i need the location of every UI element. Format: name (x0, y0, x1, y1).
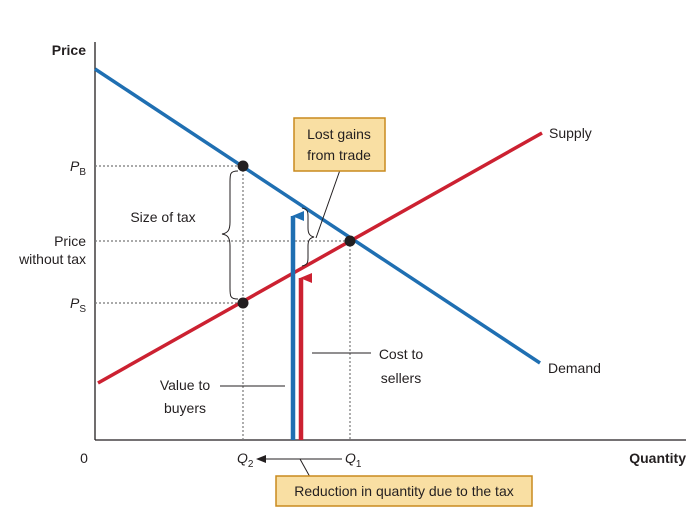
demand-curve (94, 67, 541, 365)
value-to-buyers-line2: buyers (164, 400, 206, 416)
pb-label: PB (70, 158, 86, 178)
price-no-tax-line1: Price (54, 233, 86, 249)
pb-main: P (70, 158, 80, 174)
x-axis-label: Quantity (629, 450, 686, 466)
equilibrium-point (344, 235, 356, 247)
supply-label: Supply (549, 125, 592, 141)
reduction-callout-box (275, 475, 533, 507)
q2-sub: 2 (248, 459, 254, 470)
lost-gains-brace (301, 207, 315, 267)
ps-main: P (70, 295, 80, 311)
cost-to-sellers-line2: sellers (381, 370, 421, 386)
lost-gains-line2: from trade (307, 147, 371, 163)
lost-gains-line1: Lost gains (307, 126, 371, 142)
demand-label: Demand (548, 360, 601, 376)
size-of-tax-brace (221, 170, 239, 300)
lost-gains-callout-box (293, 117, 386, 172)
cost-to-sellers-line1: Cost to (379, 346, 424, 362)
origin-label: 0 (80, 450, 88, 466)
pb-sub: B (79, 167, 86, 178)
q2-label: Q2 (237, 450, 254, 470)
size-of-tax-label: Size of tax (130, 209, 195, 225)
ps-sub: S (79, 304, 86, 315)
reduction-arrowhead (256, 455, 266, 463)
value-to-buyers-line1: Value to (160, 377, 211, 393)
q1-sub: 1 (356, 459, 362, 470)
reduction-label: Reduction in quantity due to the tax (294, 483, 513, 499)
q2-main: Q (237, 450, 248, 466)
supply-curve (97, 131, 543, 385)
lost-gains-pointer (315, 169, 341, 239)
buyer-price-point (237, 160, 249, 172)
seller-price-point (237, 297, 249, 309)
ps-label: PS (70, 295, 86, 315)
price-no-tax-line2: without tax (18, 251, 86, 267)
q1-main: Q (345, 450, 356, 466)
reduction-pointer (299, 458, 311, 478)
q1-label: Q1 (345, 450, 362, 470)
y-axis-label: Price (52, 42, 86, 58)
